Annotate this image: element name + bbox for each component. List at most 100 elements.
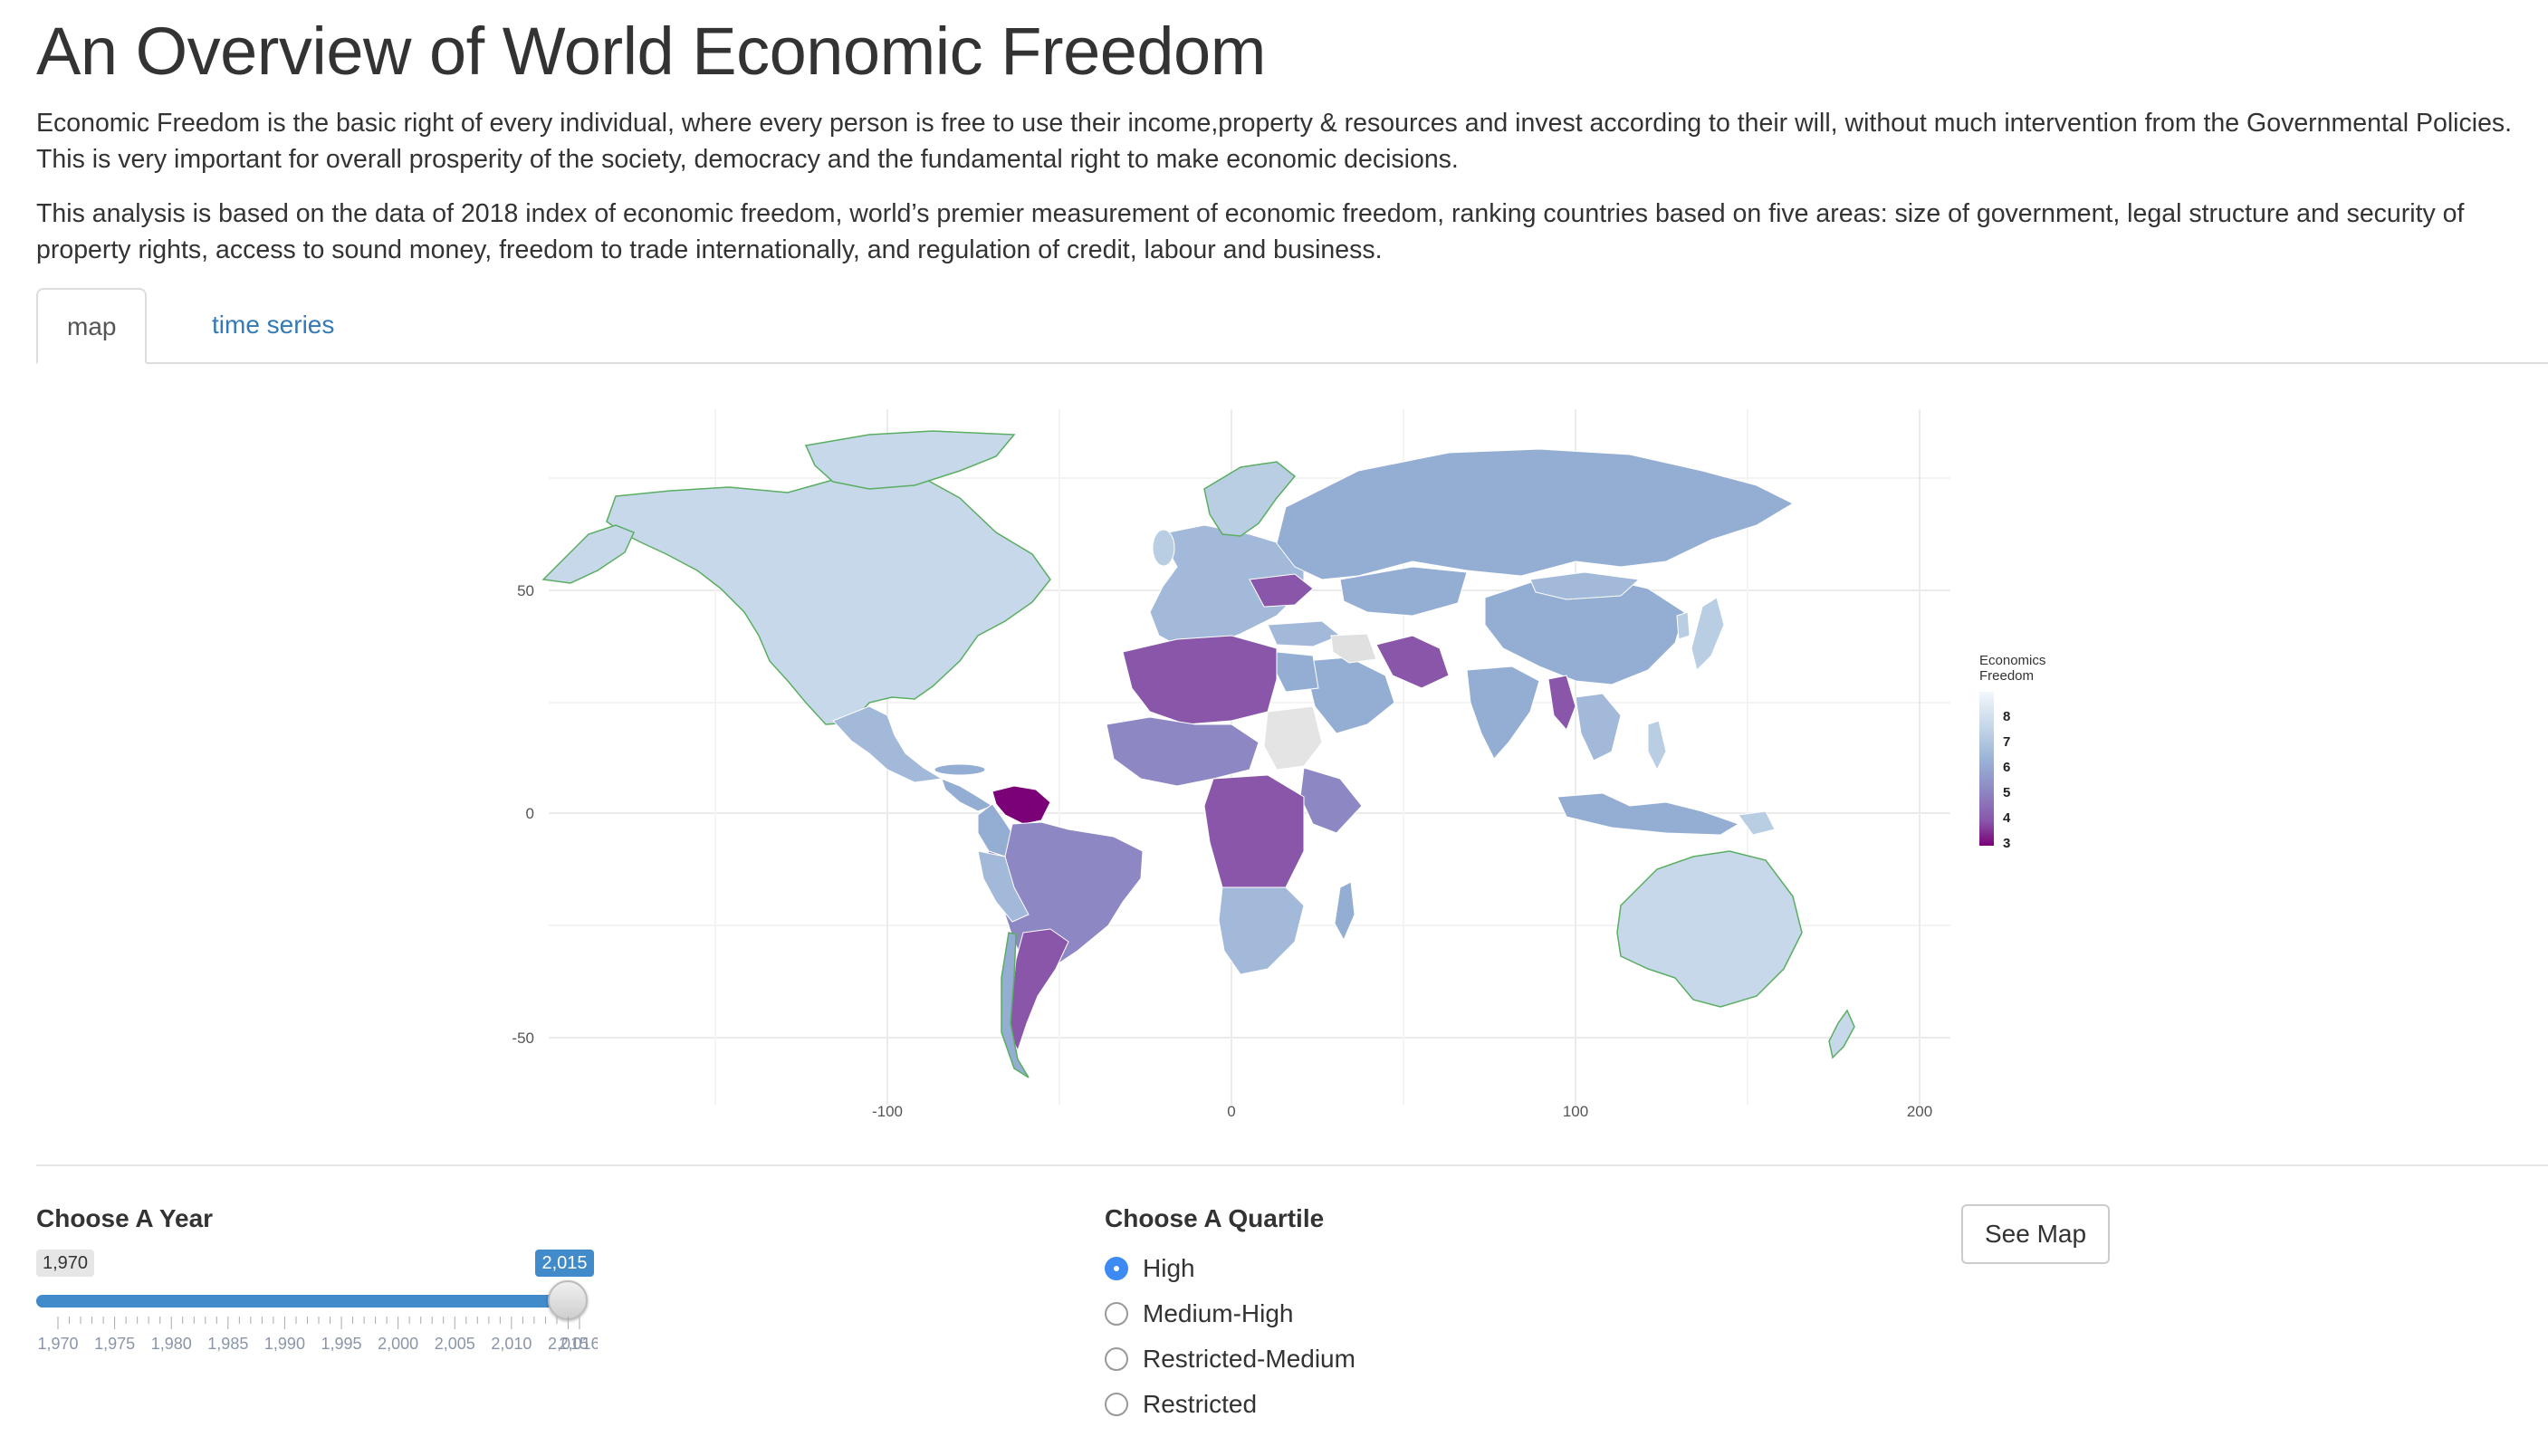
world-map-chart: 50 0 -50 -100 0 100 200 Economics Freedo… (512, 409, 2045, 1120)
region-central-america[interactable] (941, 778, 994, 812)
region-central-africa[interactable] (1203, 774, 1305, 906)
region-east-africa[interactable] (1299, 767, 1363, 834)
region-southern-africa[interactable] (1218, 886, 1305, 975)
y-tick: 0 (526, 805, 534, 822)
legend-value: 8 (2003, 709, 2010, 724)
y-tick: 50 (517, 582, 534, 599)
slider-tick-label: 2,005 (435, 1335, 475, 1353)
region-new-zealand[interactable] (1828, 1009, 1855, 1059)
radio-high[interactable]: High (1105, 1246, 1355, 1291)
year-slider[interactable]: 1,970 2,015 1,970 1,975 1,980 1,985 1,990 1,9… (36, 1240, 598, 1358)
x-tick: 200 (1907, 1103, 1932, 1120)
slider-tick-label: 2,015 (548, 1335, 589, 1353)
section-divider (36, 1164, 2548, 1166)
region-scandinavia[interactable] (1203, 461, 1297, 537)
country-shapes (541, 430, 1855, 1078)
slider-tick-label: 1,995 (321, 1335, 362, 1353)
tab-map[interactable]: map (36, 288, 148, 364)
region-north-africa[interactable] (1122, 635, 1278, 725)
slider-value-label: 2,015 (535, 1250, 594, 1277)
quartile-radio-group: High Medium-High Restricted-Medium Restr… (1105, 1246, 1355, 1427)
region-north-america[interactable] (606, 472, 1051, 725)
tab-time-series[interactable]: time series (212, 311, 335, 339)
legend-title: Economics (1979, 653, 2045, 668)
see-map-button[interactable]: See Map (1961, 1204, 2111, 1264)
slider-handle[interactable] (548, 1280, 589, 1320)
region-egypt[interactable] (1276, 651, 1319, 693)
slider-fill (36, 1295, 569, 1308)
y-axis-ticks: 50 0 -50 (512, 582, 534, 1047)
region-alaska[interactable] (541, 524, 636, 584)
radio-restricted-medium[interactable]: Restricted-Medium (1105, 1336, 1355, 1382)
map-legend: Economics Freedom 8 7 6 5 (1979, 653, 2045, 851)
region-southeast-asia[interactable] (1575, 693, 1622, 762)
region-philippines[interactable] (1647, 720, 1667, 771)
region-russia[interactable] (1276, 448, 1795, 580)
slider-tick-label: 1,970 (37, 1335, 78, 1353)
region-papua[interactable] (1738, 810, 1776, 836)
slider-tick-label: 2,000 (378, 1335, 418, 1353)
radio-button[interactable] (1105, 1347, 1128, 1371)
radio-label: Restricted (1143, 1390, 1258, 1418)
legend-value: 7 (2003, 734, 2010, 750)
region-cuba[interactable] (934, 763, 986, 776)
legend-value: 5 (2003, 785, 2010, 800)
slider-min-label: 1,970 (36, 1250, 95, 1277)
region-greenland[interactable] (804, 430, 1016, 490)
year-label: Choose A Year (36, 1204, 214, 1232)
radio-button[interactable] (1105, 1257, 1128, 1280)
region-europe[interactable] (1149, 524, 1305, 651)
region-iran[interactable] (1375, 635, 1450, 689)
page-title: An Overview of World Economic Freedom (36, 14, 1266, 89)
region-uk[interactable] (1152, 529, 1175, 567)
region-west-africa[interactable] (1106, 716, 1260, 787)
analysis-paragraph: This analysis is based on the data of 20… (36, 199, 2465, 264)
region-turkey[interactable] (1267, 620, 1341, 647)
world-map-panel: 50 0 -50 -100 0 100 200 Economics Freedo… (489, 398, 2119, 1141)
region-india[interactable] (1466, 666, 1540, 760)
region-madagascar[interactable] (1334, 881, 1355, 942)
region-chile[interactable] (1001, 932, 1030, 1078)
slider-tick-label: 1,985 (207, 1335, 248, 1353)
slider-tick-label: 1,975 (94, 1335, 135, 1353)
x-axis-ticks: -100 0 100 200 (872, 1103, 1932, 1120)
slider-tick-label: 1,990 (264, 1335, 305, 1353)
slider-tick-label: 2,016 (559, 1335, 598, 1353)
radio-button[interactable] (1105, 1302, 1128, 1326)
region-sudan[interactable] (1263, 705, 1323, 771)
x-tick: -100 (872, 1103, 903, 1120)
radio-label: High (1143, 1254, 1195, 1282)
region-ukraine[interactable] (1249, 573, 1314, 608)
region-japan[interactable] (1691, 597, 1725, 671)
radio-restricted[interactable]: Restricted (1105, 1382, 1355, 1427)
legend-value: 6 (2003, 760, 2010, 775)
region-kazakhstan[interactable] (1339, 566, 1468, 617)
slider-grid: 1,970 1,975 1,980 1,985 1,990 1,995 2,000 2,005… (37, 1317, 598, 1353)
radio-button[interactable] (1105, 1393, 1128, 1416)
legend-colorbar (1979, 692, 1994, 846)
radio-label: Restricted-Medium (1143, 1345, 1355, 1373)
region-syria-iraq[interactable] (1330, 633, 1377, 664)
region-venezuela[interactable] (991, 785, 1051, 825)
region-peru[interactable] (977, 850, 1030, 923)
x-tick: 100 (1563, 1103, 1588, 1120)
intro-paragraph: Economic Freedom is the basic right of e… (36, 109, 2513, 174)
legend-value: 3 (2003, 836, 2010, 851)
quartile-label: Choose A Quartile (1105, 1204, 1325, 1232)
x-tick: 0 (1227, 1103, 1235, 1120)
y-tick: -50 (512, 1030, 534, 1047)
region-mongolia[interactable] (1529, 571, 1641, 600)
region-indonesia[interactable] (1557, 792, 1740, 836)
region-myanmar[interactable] (1547, 675, 1576, 731)
radio-label: Medium-High (1143, 1299, 1294, 1327)
slider-tick-label: 1,980 (151, 1335, 192, 1353)
radio-medium-high[interactable]: Medium-High (1105, 1291, 1355, 1336)
region-mexico[interactable] (832, 705, 944, 783)
legend-value: 4 (2003, 810, 2011, 826)
region-australia[interactable] (1616, 850, 1803, 1008)
legend-title: Freedom (1979, 668, 2034, 684)
region-arabia[interactable] (1303, 656, 1395, 734)
tab-bar: map time series (36, 288, 2548, 364)
region-korea[interactable] (1676, 611, 1691, 640)
